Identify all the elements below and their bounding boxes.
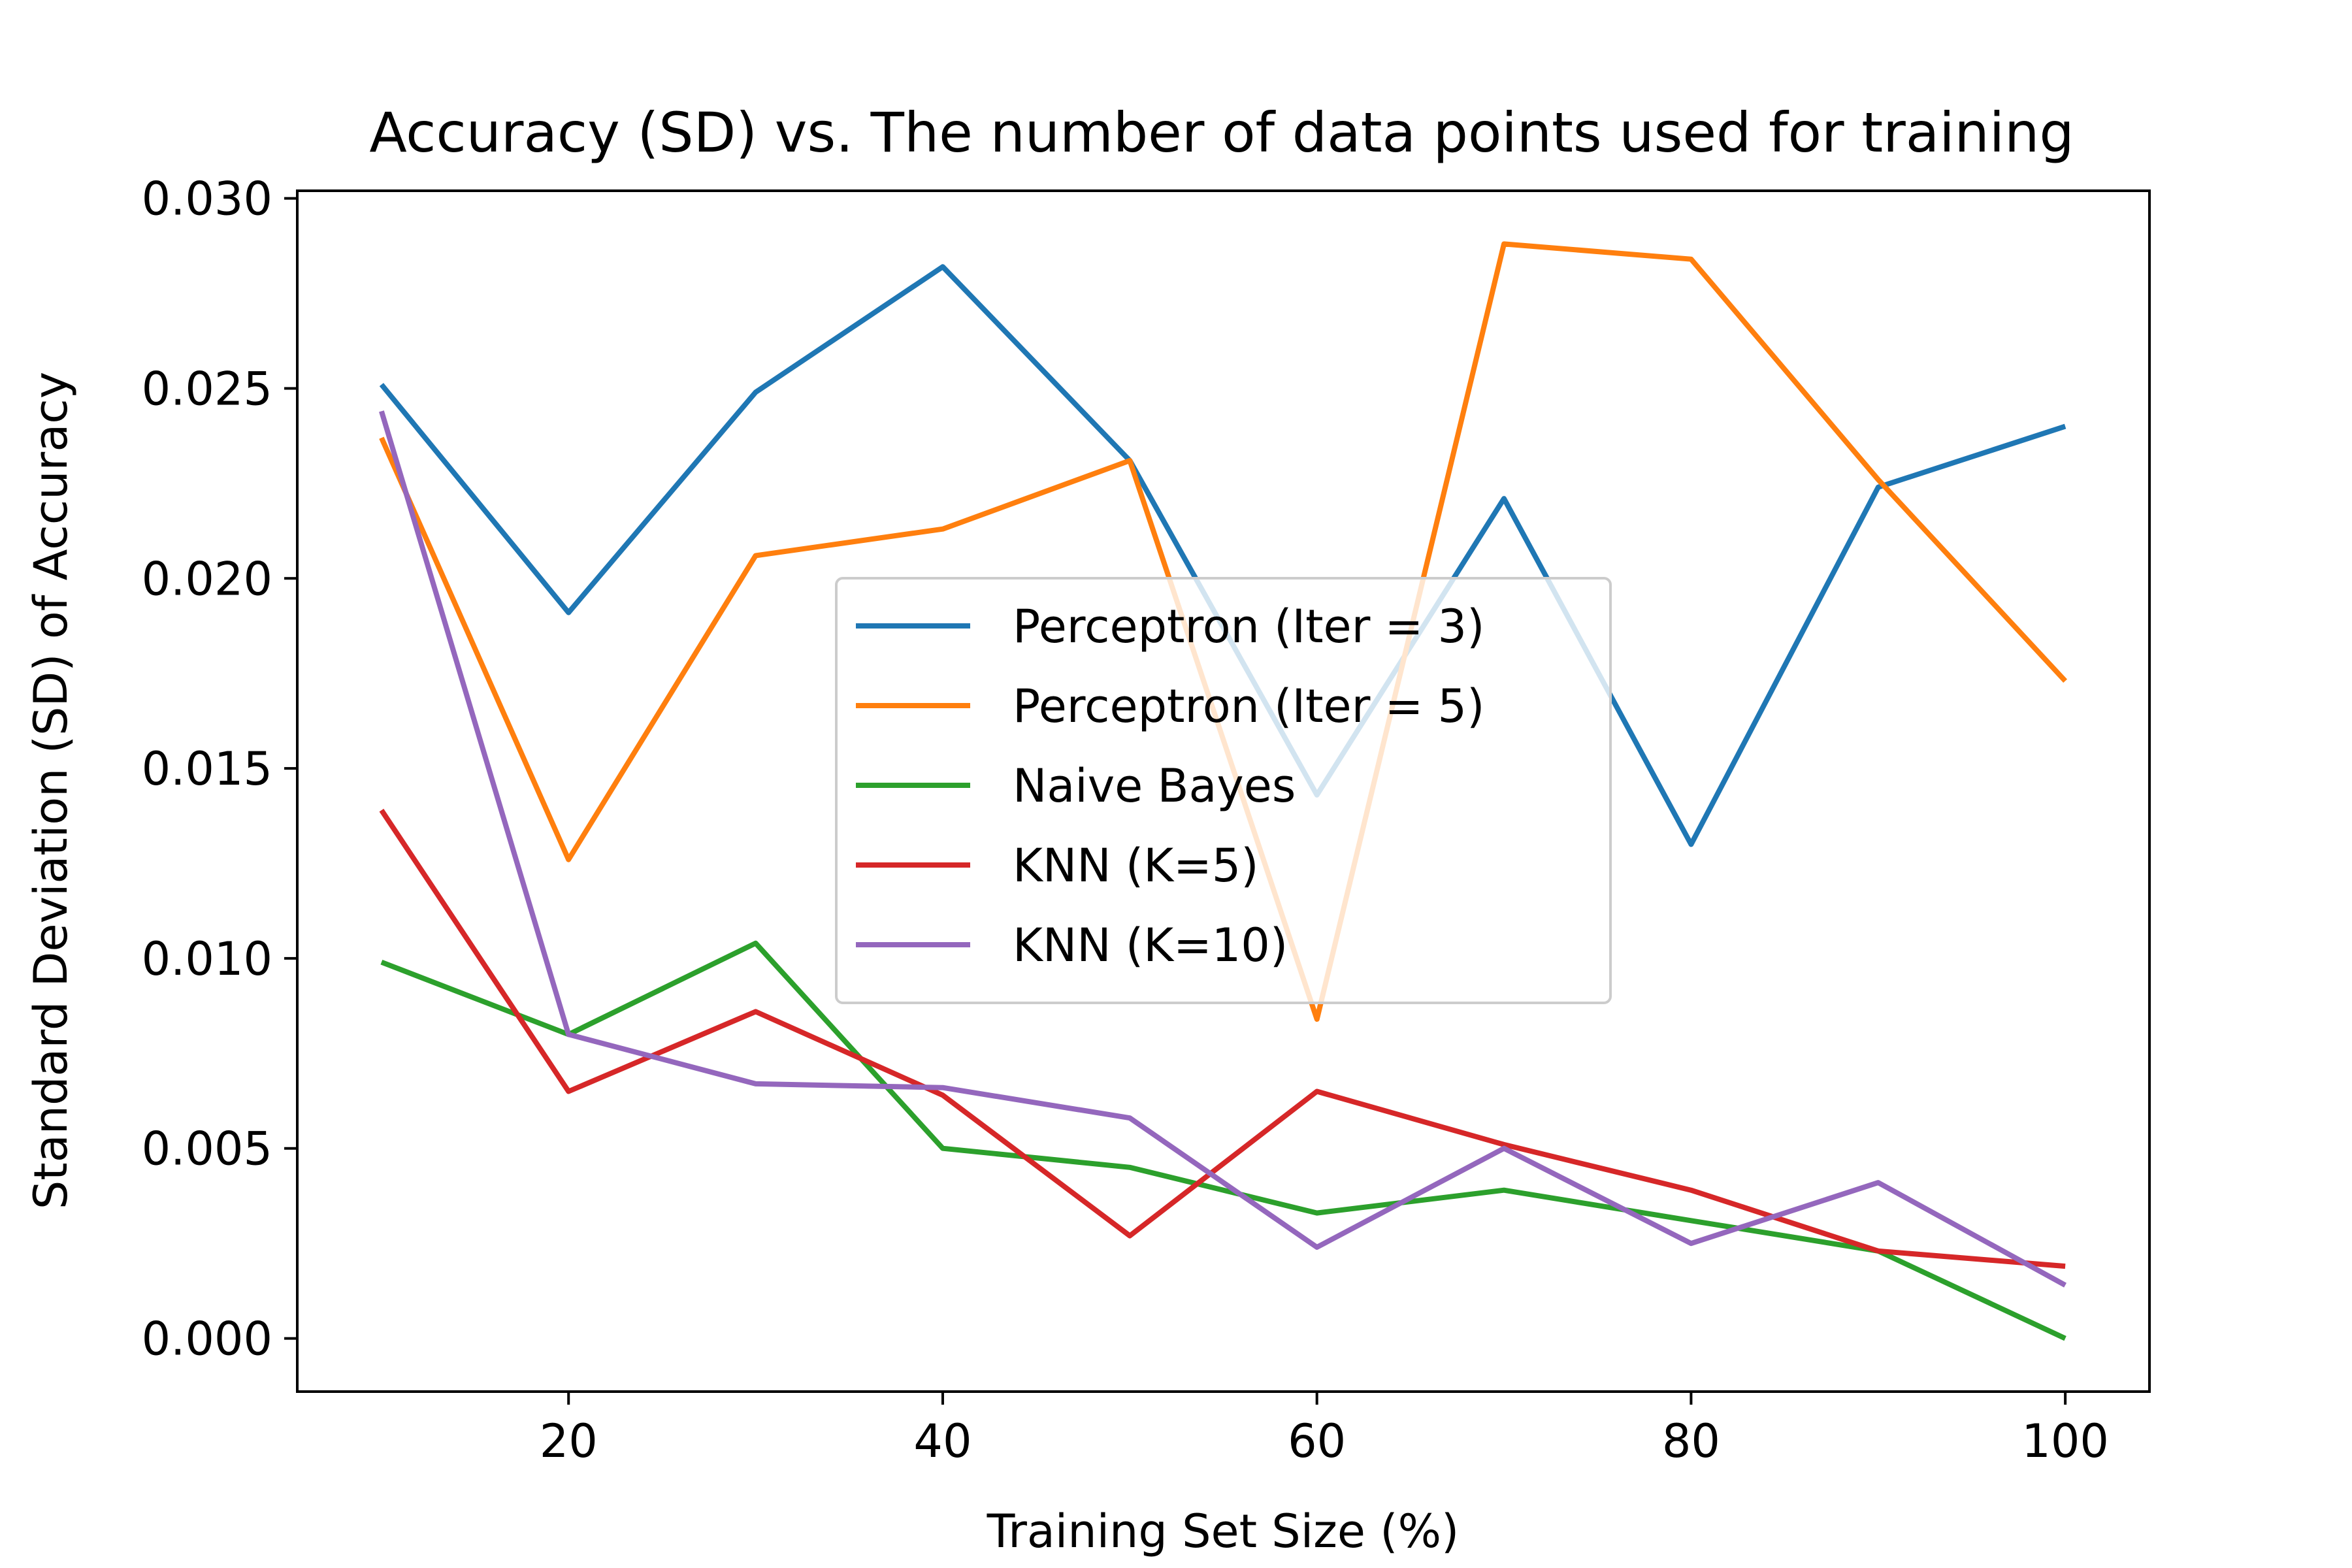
x-tick-label: 80	[1662, 1414, 1720, 1468]
x-tick-label: 100	[2021, 1414, 2109, 1468]
y-tick-label: 0.020	[142, 552, 272, 606]
legend-entry-label: KNN (K=5)	[1013, 839, 1259, 892]
legend-entry-label: Perceptron (Iter = 5)	[1013, 679, 1484, 733]
y-axis-label: Standard Deviation (SD) of Accuracy	[24, 372, 78, 1209]
y-tick-label: 0.010	[142, 932, 272, 986]
y-tick-label: 0.015	[142, 742, 272, 796]
y-tick-label: 0.030	[142, 172, 272, 226]
chart-title: Accuracy (SD) vs. The number of data poi…	[369, 101, 2074, 165]
y-tick-label: 0.005	[142, 1122, 272, 1176]
x-tick-label: 20	[540, 1414, 598, 1468]
series-layer	[379, 241, 2068, 1341]
series-line-4	[379, 410, 2067, 1288]
y-tick-label: 0.025	[142, 362, 272, 416]
legend-entry-label: Perceptron (Iter = 3)	[1013, 600, 1484, 653]
y-tick-label: 0.000	[142, 1313, 272, 1366]
plot-frame	[296, 189, 2151, 1393]
legend: Perceptron (Iter = 3) Perceptron (Iter = …	[835, 577, 1612, 1004]
series-line-2	[380, 940, 2066, 1341]
legend-box	[835, 577, 1612, 1004]
series-line-3	[379, 808, 2066, 1269]
ticks-layer: 20 40 60 80 100 0.000 0.005 0.010 0.015 0.020 0.02…	[142, 172, 2109, 1468]
legend-entry-label: Naive Bayes	[1013, 759, 1296, 813]
x-axis-label: Training Set Size (%)	[987, 1505, 1460, 1558]
axes-layer	[296, 189, 2151, 1393]
legend-entry-label: KNN (K=10)	[1013, 919, 1288, 972]
x-tick-label: 40	[913, 1414, 972, 1468]
x-tick-label: 60	[1288, 1414, 1346, 1468]
